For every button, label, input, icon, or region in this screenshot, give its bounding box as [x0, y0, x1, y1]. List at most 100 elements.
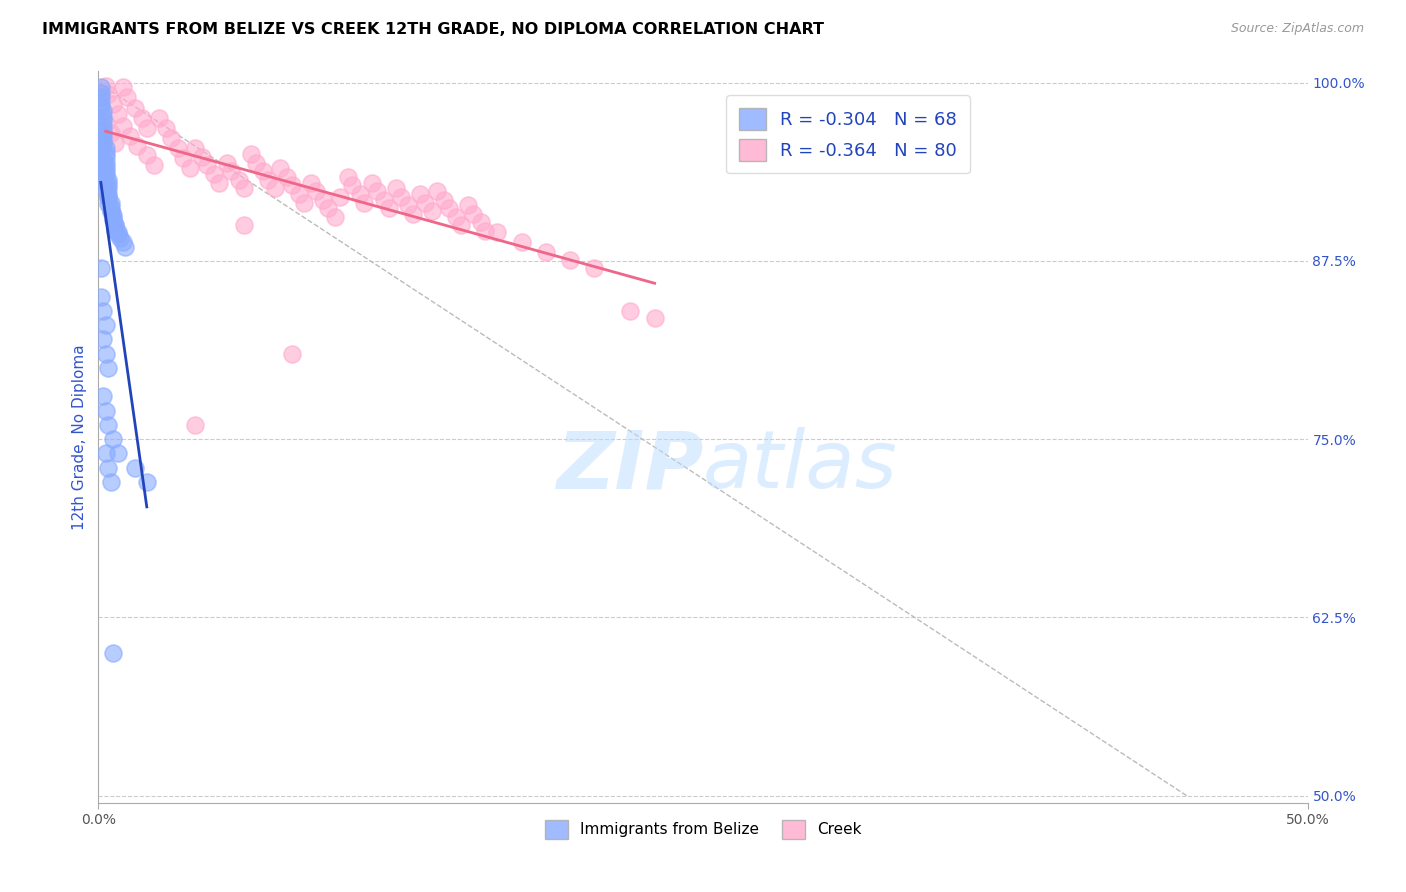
Point — [101, 208, 124, 222]
Point — [377, 201, 399, 215]
Point — [385, 181, 408, 195]
Point — [281, 178, 304, 193]
Point — [90, 100, 112, 114]
Point — [191, 150, 214, 164]
Point — [245, 155, 267, 169]
Point — [91, 133, 114, 147]
Y-axis label: 12th Grade, No Diploma: 12th Grade, No Diploma — [72, 344, 87, 530]
Point — [195, 158, 218, 172]
Point — [90, 133, 112, 147]
Point — [97, 177, 120, 191]
Point — [486, 226, 509, 240]
Point — [104, 219, 127, 233]
Point — [94, 164, 117, 178]
Point — [107, 107, 129, 121]
Point — [94, 155, 117, 169]
Point — [94, 145, 117, 160]
Point — [97, 191, 120, 205]
Point — [160, 131, 183, 145]
Point — [135, 475, 157, 489]
Point — [91, 128, 114, 143]
Point — [90, 90, 112, 104]
Point — [329, 190, 352, 204]
Point — [90, 147, 112, 161]
Point — [118, 128, 141, 143]
Point — [100, 126, 122, 140]
Point — [94, 160, 117, 174]
Point — [143, 158, 166, 172]
Point — [172, 152, 194, 166]
Point — [239, 147, 262, 161]
Point — [101, 432, 124, 446]
Point — [97, 186, 120, 201]
Point — [510, 235, 533, 250]
Point — [94, 176, 117, 190]
Point — [91, 304, 114, 318]
Point — [208, 176, 231, 190]
Point — [325, 210, 347, 224]
Point — [450, 219, 472, 233]
Point — [107, 227, 129, 241]
Point — [111, 119, 134, 133]
Point — [281, 346, 304, 360]
Point — [107, 446, 129, 460]
Point — [97, 181, 120, 195]
Point — [100, 200, 122, 214]
Point — [90, 95, 112, 110]
Point — [232, 181, 254, 195]
Point — [349, 186, 371, 201]
Point — [97, 460, 120, 475]
Point — [94, 169, 117, 183]
Point — [91, 124, 114, 138]
Point — [104, 136, 127, 150]
Point — [97, 197, 120, 211]
Point — [91, 110, 114, 124]
Point — [155, 121, 177, 136]
Point — [179, 161, 201, 176]
Point — [316, 201, 339, 215]
Point — [437, 201, 460, 215]
Point — [534, 245, 557, 260]
Text: IMMIGRANTS FROM BELIZE VS CREEK 12TH GRADE, NO DIPLOMA CORRELATION CHART: IMMIGRANTS FROM BELIZE VS CREEK 12TH GRA… — [42, 22, 824, 37]
Point — [131, 112, 153, 126]
Point — [127, 138, 149, 153]
Point — [97, 172, 120, 186]
Text: atlas: atlas — [703, 427, 898, 506]
Point — [94, 403, 117, 417]
Point — [91, 119, 114, 133]
Point — [204, 167, 226, 181]
Point — [228, 172, 250, 186]
Point — [111, 80, 134, 95]
Point — [167, 141, 190, 155]
Point — [97, 190, 120, 204]
Point — [91, 154, 114, 169]
Point — [336, 169, 359, 184]
Point — [91, 333, 114, 347]
Point — [360, 176, 382, 190]
Point — [264, 181, 287, 195]
Point — [292, 195, 315, 210]
Point — [90, 290, 112, 304]
Point — [215, 155, 238, 169]
Point — [474, 224, 496, 238]
Point — [353, 195, 375, 210]
Point — [90, 261, 112, 276]
Point — [124, 460, 146, 475]
Point — [108, 231, 131, 245]
Point — [366, 184, 388, 198]
Point — [305, 184, 328, 198]
Point — [288, 186, 311, 201]
Point — [90, 86, 112, 100]
Point — [100, 204, 122, 219]
Point — [420, 204, 443, 219]
Point — [94, 116, 117, 130]
Point — [97, 360, 120, 375]
Point — [457, 198, 479, 212]
Point — [90, 80, 112, 95]
Point — [124, 102, 146, 116]
Point — [269, 161, 291, 176]
Point — [232, 219, 254, 233]
Point — [100, 204, 122, 219]
Point — [94, 183, 117, 197]
Point — [583, 261, 606, 276]
